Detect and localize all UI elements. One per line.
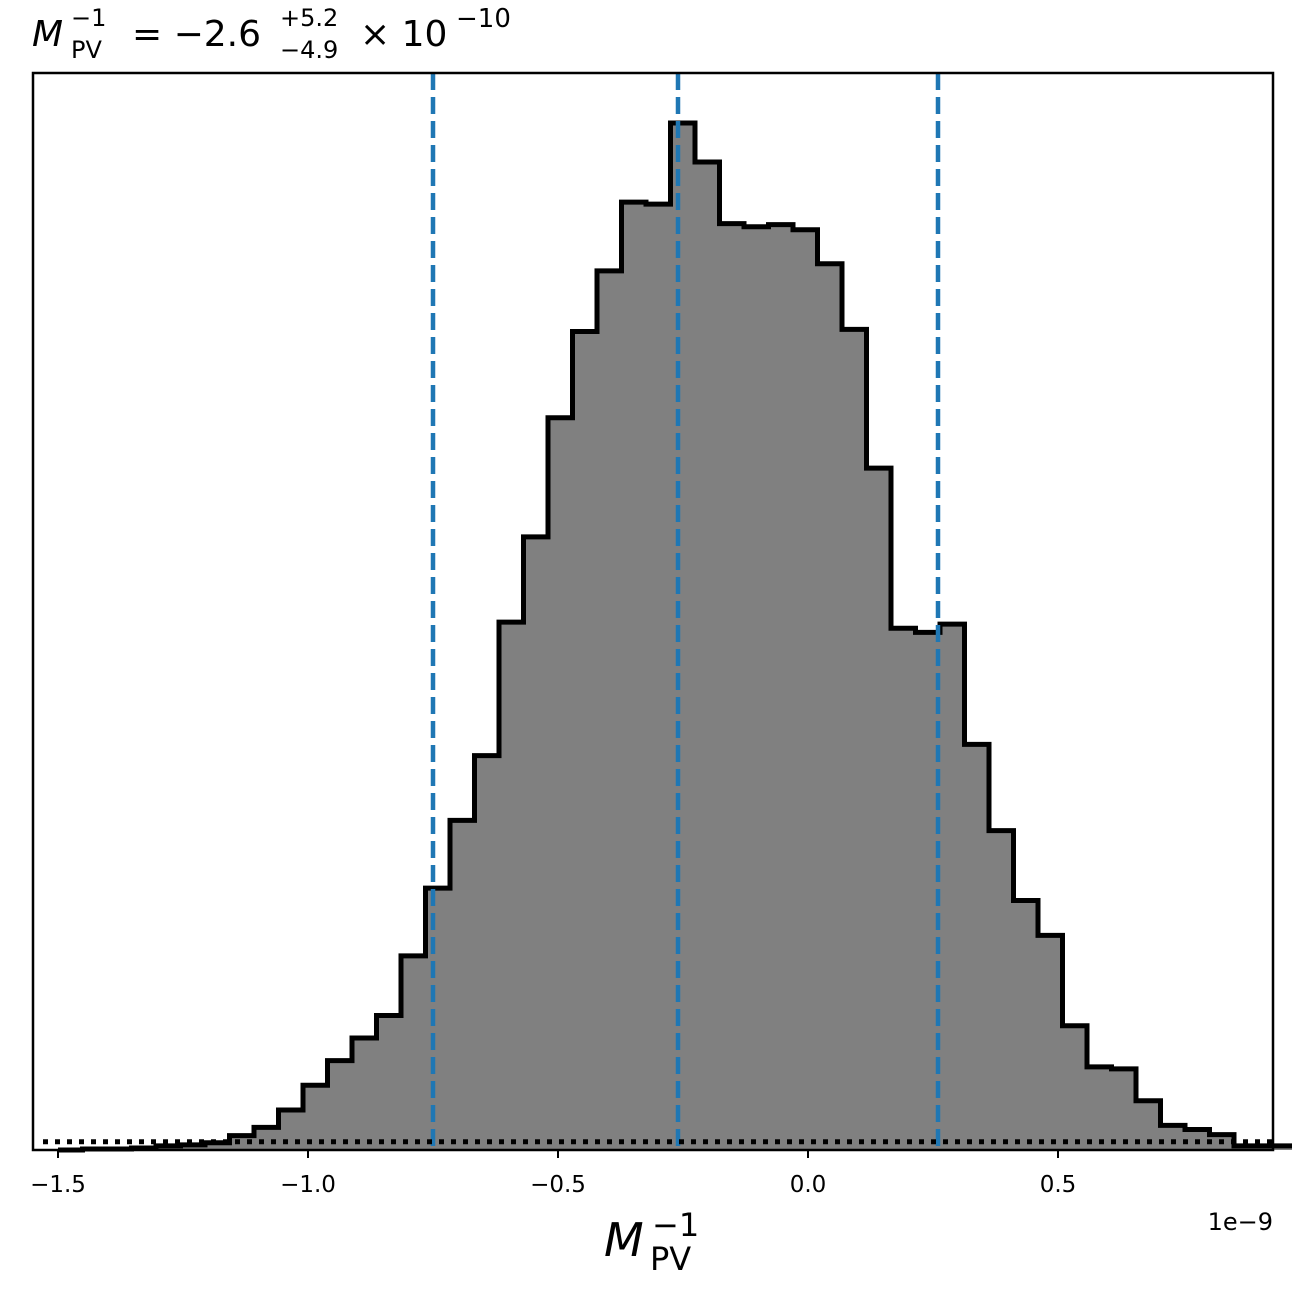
histogram-bar <box>229 1135 255 1150</box>
histogram-bar <box>744 226 769 1151</box>
histogram-bar <box>695 162 720 1150</box>
xlabel-superscript: −1 <box>652 1206 699 1244</box>
title-value: = −2.6 <box>132 14 261 55</box>
histogram-bar <box>1062 1025 1088 1150</box>
title-exponent: −10 <box>456 4 511 34</box>
histogram-bar <box>450 820 475 1150</box>
histogram-bar <box>548 417 573 1150</box>
histogram-bar <box>425 888 451 1150</box>
histogram-bar <box>352 1038 377 1150</box>
histogram-bar <box>793 229 818 1151</box>
histogram-bar <box>180 1144 206 1150</box>
histogram-bar <box>719 223 745 1150</box>
histogram-bar <box>1038 935 1063 1150</box>
credible-interval-lines <box>430 73 941 1150</box>
histogram-bar <box>254 1127 279 1150</box>
x-axis-offset-label: 1e−9 <box>1208 1208 1273 1236</box>
histogram-bar <box>499 622 524 1150</box>
chart-title: M −1 PV = −2.6 +5.2 −4.9 × 10 −10 <box>32 4 511 64</box>
histogram-bar <box>817 263 843 1151</box>
xlabel-subscript: PV <box>650 1240 691 1278</box>
histogram-bar <box>572 331 598 1151</box>
histogram-bar <box>940 624 965 1150</box>
xlabel-symbol: M <box>604 1213 644 1267</box>
histogram-bar <box>327 1060 353 1150</box>
histogram-bar <box>621 202 647 1151</box>
x-tick-label: −0.5 <box>530 1172 586 1198</box>
histogram-bar <box>842 329 867 1150</box>
histogram-bar <box>646 204 671 1150</box>
histogram-bar <box>891 628 916 1150</box>
histogram-bar <box>670 123 696 1150</box>
histogram-bar <box>376 1015 402 1150</box>
histogram-bar <box>1087 1066 1112 1150</box>
histogram-bar <box>401 955 426 1150</box>
histogram-bar <box>1111 1068 1137 1150</box>
histogram-bar <box>964 744 990 1150</box>
title-lower-error: −4.9 <box>280 36 338 64</box>
x-axis-ticks: −1.5 −1.0 −0.5 0.0 0.5 <box>30 1150 1076 1198</box>
x-tick-label: −1.5 <box>30 1172 86 1198</box>
plot-frame <box>31 71 1275 1152</box>
histogram-bar <box>866 468 892 1150</box>
histogram-bars <box>82 123 1292 1151</box>
histogram-bar <box>303 1085 328 1150</box>
title-symbol: M <box>32 14 63 55</box>
histogram-bar <box>474 755 500 1150</box>
histogram-bar <box>1160 1125 1186 1150</box>
x-tick-label: 0.0 <box>790 1172 827 1198</box>
title-subscript: PV <box>71 36 102 64</box>
histogram-bar <box>205 1142 230 1150</box>
x-tick-label: 0.5 <box>1040 1172 1077 1198</box>
histogram-bar <box>597 270 622 1150</box>
histogram-bar <box>989 830 1014 1150</box>
title-times: × 10 <box>360 14 447 55</box>
histogram-bar <box>768 224 794 1151</box>
title-superscript: −1 <box>71 4 106 32</box>
histogram-bar <box>523 536 549 1150</box>
histogram-bar <box>1013 900 1039 1150</box>
x-axis-label: M −1 PV <box>604 1206 699 1278</box>
histogram-outline <box>58 120 1292 1153</box>
x-tick-label: −1.0 <box>280 1172 336 1198</box>
title-upper-error: +5.2 <box>280 4 338 32</box>
